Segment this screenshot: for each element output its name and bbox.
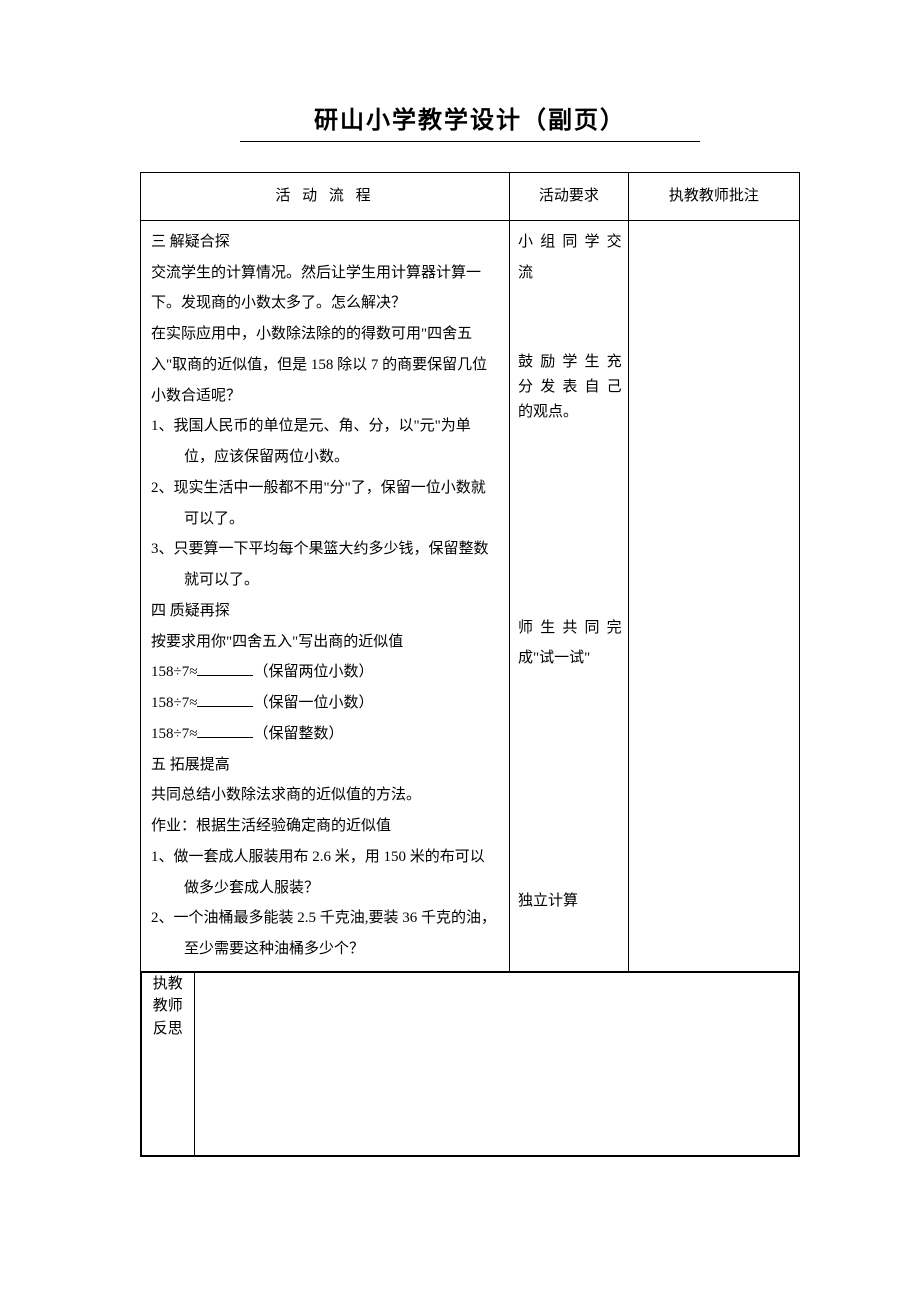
- section4-title: 四 质疑再探: [151, 596, 499, 627]
- ex1-lhs: 158÷7≈: [151, 664, 197, 680]
- section5-li2: 2、一个油桶最多能装 2.5 千克油,要装 36 千克的油，至少需要这种油桶多少…: [151, 903, 499, 965]
- reflection-label-text: 执教教师反思: [153, 973, 183, 1041]
- reflection-label: 执教教师反思: [142, 972, 195, 1155]
- req4: 独立计算: [518, 886, 622, 917]
- page-title: 研山小学教学设计（副页）: [140, 100, 800, 135]
- blank-2: [197, 693, 253, 708]
- req1b: 流: [518, 258, 622, 289]
- flow-cell: 三 解疑合探 交流学生的计算情况。然后让学生用计算器计算一下。发现商的小数太多了…: [141, 220, 510, 971]
- ex2-lhs: 158÷7≈: [151, 695, 197, 711]
- section4-p1: 按要求用你"四舍五入"写出商的近似值: [151, 627, 499, 658]
- reflection-row: 执教教师反思: [141, 971, 800, 1156]
- section5-p1: 共同总结小数除法求商的近似值的方法。: [151, 780, 499, 811]
- header-flow: 活 动 流 程: [141, 173, 510, 221]
- ex3-lhs: 158÷7≈: [151, 726, 197, 742]
- section5-title: 五 拓展提高: [151, 750, 499, 781]
- requirement-cell: 小组同学交 流 鼓励学生充 分发表自己 的观点。 师生共同完 成"试一试" 独立…: [510, 220, 629, 971]
- section3-li1: 1、我国人民币的单位是元、角、分，以"元"为单位，应该保留两位小数。: [151, 411, 499, 473]
- section3-p1: 交流学生的计算情况。然后让学生用计算器计算一下。发现商的小数太多了。怎么解决？: [151, 258, 499, 320]
- section3-li3: 3、只要算一下平均每个果篮大约多少钱，保留整数就可以了。: [151, 534, 499, 596]
- reflection-body: [194, 972, 798, 1155]
- teacher-note-cell: [628, 220, 799, 971]
- section4-ex3: 158÷7≈ （保留整数）: [151, 719, 499, 750]
- ex3-rhs: （保留整数）: [253, 726, 343, 742]
- req-block-1: 小组同学交 流: [518, 227, 622, 289]
- req-block-3: 师生共同完 成"试一试": [518, 613, 622, 675]
- ex2-rhs: （保留一位小数）: [253, 695, 373, 711]
- blank-3: [197, 723, 253, 738]
- req2c: 的观点。: [518, 400, 622, 425]
- req1a: 小组同学交: [518, 227, 622, 258]
- ex1-rhs: （保留两位小数）: [253, 664, 373, 680]
- header-note: 执教教师批注: [628, 173, 799, 221]
- req3a: 师生共同完: [518, 613, 622, 644]
- section4-ex1: 158÷7≈ （保留两位小数）: [151, 657, 499, 688]
- req-block-4: 独立计算: [518, 886, 622, 917]
- content-row: 三 解疑合探 交流学生的计算情况。然后让学生用计算器计算一下。发现商的小数太多了…: [141, 220, 800, 971]
- section3-li2: 2、现实生活中一般都不用"分"了，保留一位小数就可以了。: [151, 473, 499, 535]
- header-req: 活动要求: [510, 173, 629, 221]
- section3-title: 三 解疑合探: [151, 227, 499, 258]
- blank-1: [197, 662, 253, 677]
- header-row: 活 动 流 程 活动要求 执教教师批注: [141, 173, 800, 221]
- req2a: 鼓励学生充: [518, 350, 622, 375]
- lesson-table: 活 动 流 程 活动要求 执教教师批注 三 解疑合探 交流学生的计算情况。然后让…: [140, 172, 800, 1157]
- section3-p2: 在实际应用中，小数除法除的的得数可用"四舍五入"取商的近似值，但是 158 除以…: [151, 319, 499, 411]
- title-underline: [240, 141, 700, 142]
- section4-ex2: 158÷7≈ （保留一位小数）: [151, 688, 499, 719]
- section5-p2: 作业：根据生活经验确定商的近似值: [151, 811, 499, 842]
- reflection-inner-table: 执教教师反思: [141, 972, 799, 1156]
- req-block-2: 鼓励学生充 分发表自己 的观点。: [518, 350, 622, 424]
- req3b: 成"试一试": [518, 643, 622, 674]
- req2b: 分发表自己: [518, 375, 622, 400]
- section5-li1: 1、做一套成人服装用布 2.6 米，用 150 米的布可以做多少套成人服装？: [151, 842, 499, 904]
